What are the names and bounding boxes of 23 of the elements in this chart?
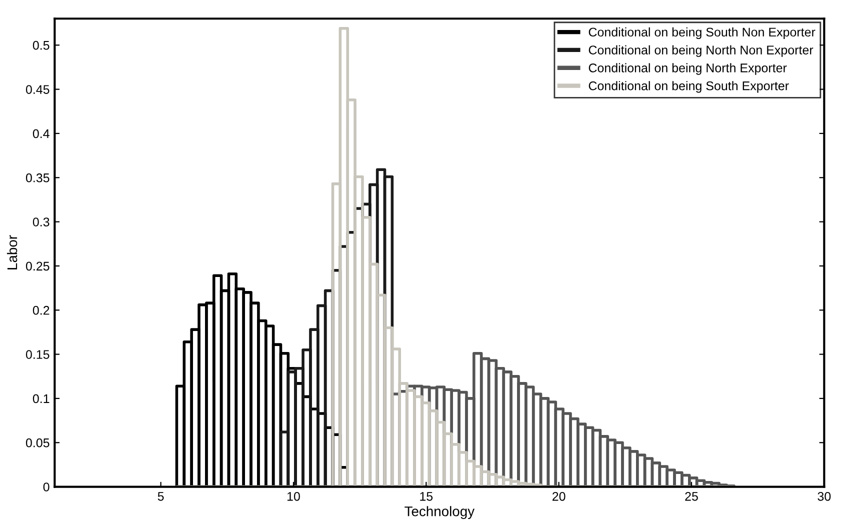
x-tick-label: 20 bbox=[552, 492, 566, 501]
x-tick-label: 30 bbox=[818, 492, 831, 501]
x-tick-label: 25 bbox=[685, 492, 698, 501]
x-tick-label: 10 bbox=[287, 492, 300, 501]
y-tick-label: 0.15 bbox=[26, 350, 50, 359]
x-tick-label: 5 bbox=[158, 492, 164, 501]
legend-label: Conditional on being North Exporter bbox=[588, 63, 787, 75]
y-tick-label: 0.4 bbox=[32, 129, 50, 138]
y-tick-label: 0 bbox=[43, 482, 50, 492]
x-axis-title: Technology bbox=[404, 506, 475, 520]
y-axis-title: Labor bbox=[6, 235, 18, 270]
y-tick-label: 0.5 bbox=[32, 40, 50, 50]
y-tick-label: 0.2 bbox=[32, 306, 50, 315]
legend-label: Conditional on being North Non Exporter bbox=[588, 45, 814, 57]
y-tick-label: 0.35 bbox=[26, 173, 50, 182]
y-tick-label: 0.45 bbox=[26, 85, 50, 94]
legend-label: Conditional on being South Exporter bbox=[588, 81, 789, 93]
legend-label: Conditional on being South Non Exporter bbox=[588, 27, 816, 40]
y-tick-label: 0.1 bbox=[32, 394, 50, 404]
y-tick-label: 0.05 bbox=[26, 438, 50, 448]
y-tick-label: 0.25 bbox=[26, 262, 50, 271]
y-tick-label: 0.3 bbox=[32, 218, 50, 226]
x-tick-label: 15 bbox=[420, 492, 433, 501]
